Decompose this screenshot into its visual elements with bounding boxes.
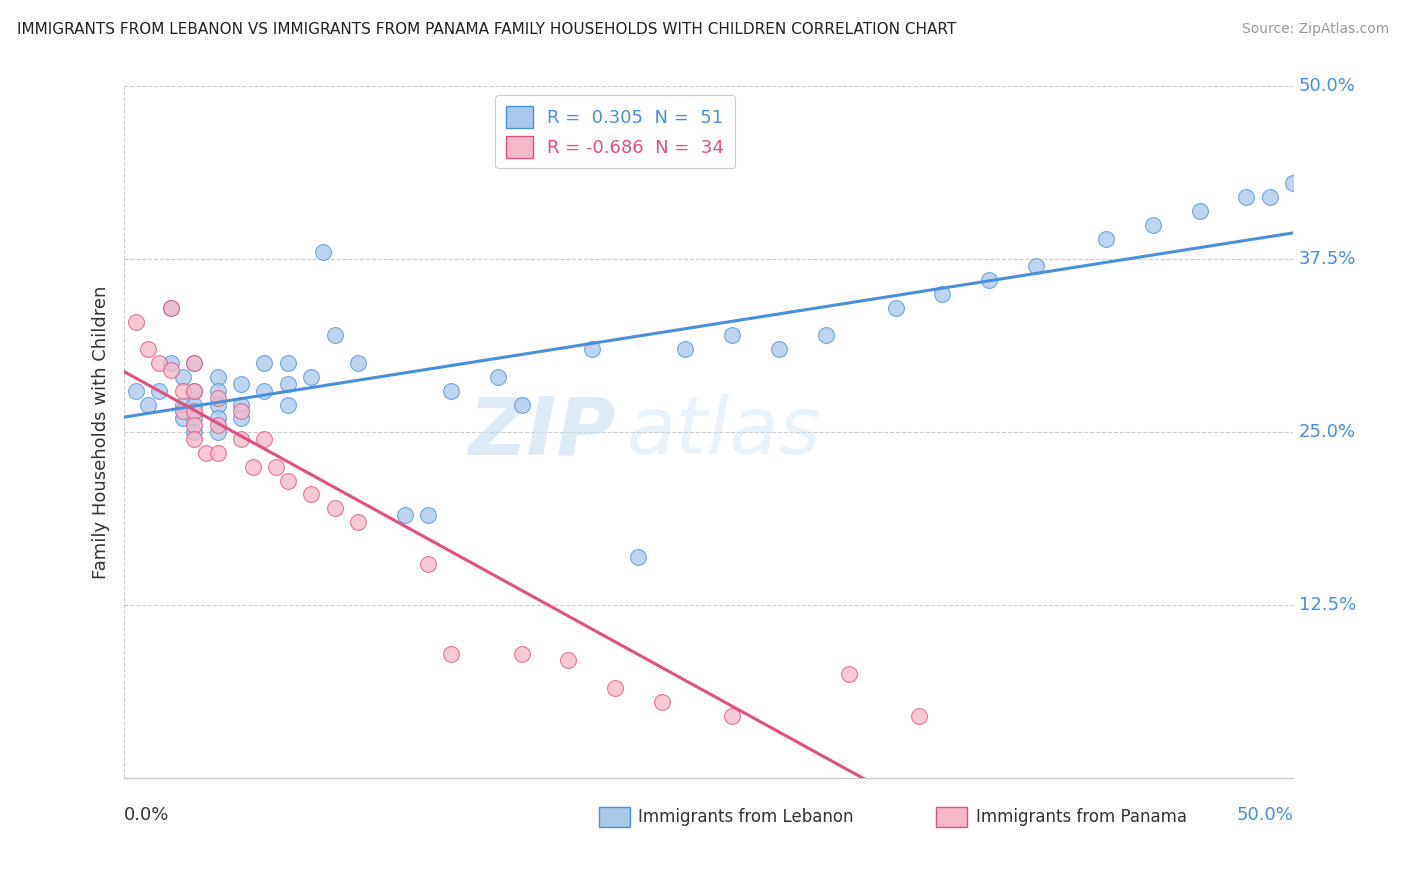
Point	[884, 301, 907, 315]
Legend: R =  0.305  N =  51, R = -0.686  N =  34: R = 0.305 N = 51, R = -0.686 N = 34	[495, 95, 735, 169]
Point	[486, 370, 509, 384]
Point	[183, 384, 205, 398]
Point	[673, 343, 696, 357]
Text: Source: ZipAtlas.com: Source: ZipAtlas.com	[1241, 22, 1389, 37]
Point	[1095, 231, 1118, 245]
Point	[125, 384, 148, 398]
Point	[148, 356, 170, 370]
Text: 50.0%: 50.0%	[1299, 78, 1355, 95]
Point	[183, 356, 205, 370]
Point	[136, 343, 159, 357]
Point	[229, 411, 252, 425]
Point	[277, 376, 299, 391]
Point	[721, 328, 744, 343]
Point	[136, 398, 159, 412]
Point	[183, 411, 205, 425]
Point	[768, 343, 790, 357]
Point	[242, 459, 264, 474]
Point	[207, 418, 229, 433]
Point	[1025, 259, 1047, 273]
Point	[207, 370, 229, 384]
Point	[312, 245, 335, 260]
Point	[183, 425, 205, 440]
Point	[183, 418, 205, 433]
Point	[603, 681, 626, 695]
Point	[253, 356, 276, 370]
Point	[183, 398, 205, 412]
Point	[416, 557, 439, 571]
Point	[183, 384, 205, 398]
Point	[1234, 190, 1257, 204]
Point	[195, 446, 218, 460]
Point	[183, 404, 205, 418]
Point	[160, 356, 183, 370]
Text: atlas: atlas	[627, 393, 821, 471]
Point	[229, 404, 252, 418]
Point	[1142, 218, 1164, 232]
Point	[229, 398, 252, 412]
Y-axis label: Family Households with Children: Family Households with Children	[93, 285, 110, 579]
Point	[183, 432, 205, 446]
Text: 0.0%: 0.0%	[124, 805, 170, 823]
Point	[627, 549, 650, 564]
Point	[172, 411, 194, 425]
Point	[1258, 190, 1281, 204]
Point	[1282, 176, 1305, 190]
Point	[207, 398, 229, 412]
Point	[277, 474, 299, 488]
Point	[148, 384, 170, 398]
Point	[253, 384, 276, 398]
Point	[207, 391, 229, 405]
Point	[207, 384, 229, 398]
Point	[253, 432, 276, 446]
Point	[931, 286, 953, 301]
Text: 37.5%: 37.5%	[1299, 251, 1357, 268]
Point	[160, 301, 183, 315]
Text: 50.0%: 50.0%	[1236, 805, 1294, 823]
Point	[908, 708, 931, 723]
Point	[172, 370, 194, 384]
Point	[440, 384, 463, 398]
Point	[207, 425, 229, 440]
Point	[510, 398, 533, 412]
Text: Immigrants from Lebanon: Immigrants from Lebanon	[638, 808, 853, 826]
Text: ZIP: ZIP	[468, 393, 614, 471]
Point	[125, 315, 148, 329]
Point	[277, 356, 299, 370]
Point	[183, 356, 205, 370]
Point	[172, 398, 194, 412]
Point	[229, 376, 252, 391]
Point	[394, 508, 416, 523]
Point	[838, 667, 860, 681]
Point	[299, 487, 322, 501]
Point	[172, 384, 194, 398]
Text: IMMIGRANTS FROM LEBANON VS IMMIGRANTS FROM PANAMA FAMILY HOUSEHOLDS WITH CHILDRE: IMMIGRANTS FROM LEBANON VS IMMIGRANTS FR…	[17, 22, 956, 37]
Point	[651, 695, 673, 709]
Point	[416, 508, 439, 523]
Point	[347, 515, 370, 529]
Point	[979, 273, 1001, 287]
Text: 25.0%: 25.0%	[1299, 423, 1355, 442]
Point	[440, 647, 463, 661]
Point	[323, 328, 346, 343]
Text: 12.5%: 12.5%	[1299, 596, 1357, 614]
Point	[557, 653, 579, 667]
Point	[323, 501, 346, 516]
Point	[299, 370, 322, 384]
Point	[814, 328, 837, 343]
Point	[160, 301, 183, 315]
Point	[172, 404, 194, 418]
Point	[160, 363, 183, 377]
Point	[207, 446, 229, 460]
Point	[207, 411, 229, 425]
Point	[510, 647, 533, 661]
Point	[277, 398, 299, 412]
Text: Immigrants from Panama: Immigrants from Panama	[976, 808, 1187, 826]
Point	[264, 459, 287, 474]
Point	[721, 708, 744, 723]
Point	[581, 343, 603, 357]
Point	[347, 356, 370, 370]
Point	[1188, 203, 1211, 218]
Point	[229, 432, 252, 446]
